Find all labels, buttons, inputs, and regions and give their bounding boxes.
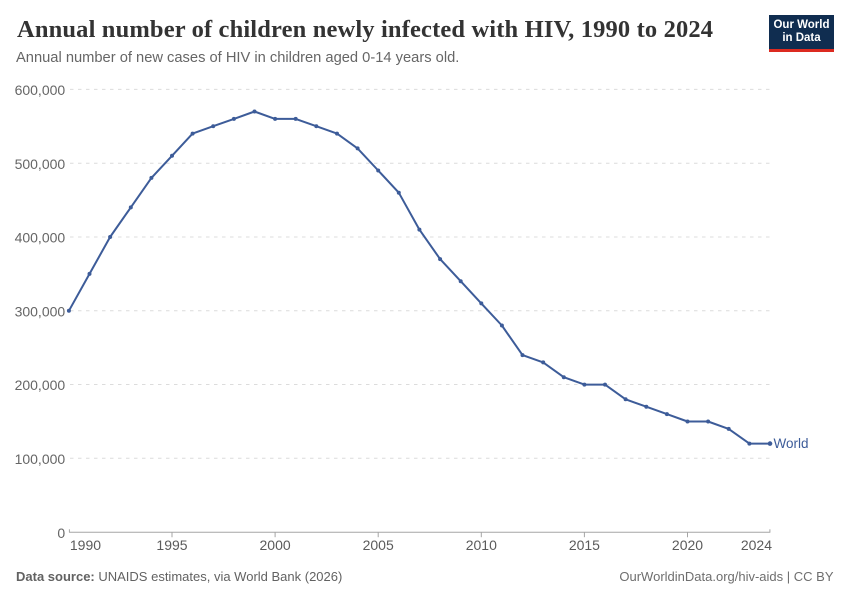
svg-text:500,000: 500,000 — [15, 156, 66, 172]
svg-text:600,000: 600,000 — [15, 82, 66, 98]
svg-text:2000: 2000 — [260, 537, 291, 553]
svg-text:2015: 2015 — [569, 537, 600, 553]
svg-text:400,000: 400,000 — [15, 230, 66, 246]
svg-text:1990: 1990 — [70, 537, 101, 553]
svg-text:100,000: 100,000 — [15, 451, 66, 467]
svg-text:1995: 1995 — [156, 537, 187, 553]
svg-text:2010: 2010 — [466, 537, 497, 553]
svg-text:300,000: 300,000 — [15, 303, 66, 319]
svg-text:0: 0 — [57, 525, 65, 541]
svg-text:200,000: 200,000 — [15, 377, 66, 393]
svg-text:World: World — [774, 436, 809, 451]
svg-text:2005: 2005 — [363, 537, 394, 553]
svg-text:2020: 2020 — [672, 537, 703, 553]
svg-text:2024: 2024 — [741, 537, 772, 553]
